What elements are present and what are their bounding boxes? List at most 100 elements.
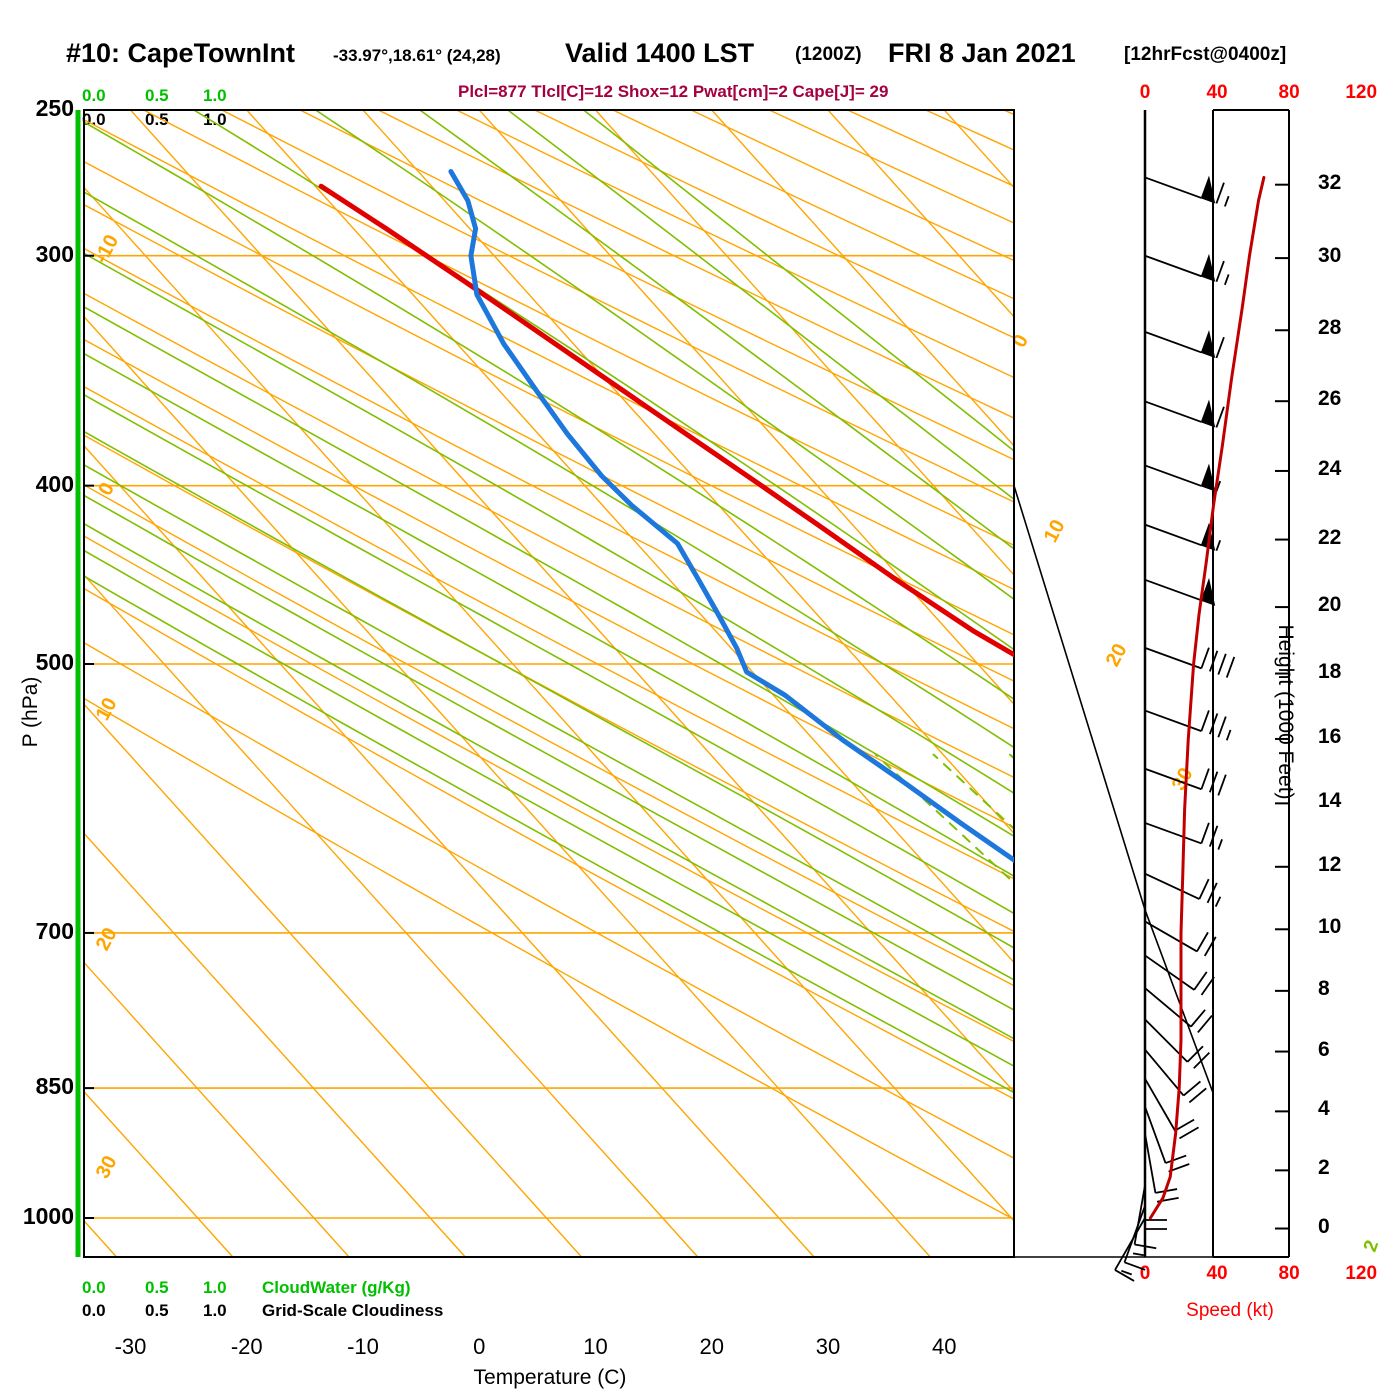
height-tick-label-24: 24 (1318, 456, 1342, 480)
isotherm--10 (362, 110, 1014, 835)
temperature-tick-label-10: 10 (583, 1334, 608, 1359)
isotherm--50 (84, 315, 931, 1257)
mixing-ratio-20 (1238, 755, 1400, 1257)
height-tick-label-14: 14 (1318, 789, 1342, 813)
mixing-ratio-5 (1009, 753, 1014, 760)
dry-adiabat-label-left-30: 30 (92, 1152, 122, 1182)
dry-adiabat--40 (84, 697, 1014, 1221)
dry-adiabat-90 (143, 110, 1014, 547)
moist-adiabat--16 (84, 549, 1014, 1068)
wind-barbs (1114, 175, 1236, 1282)
cloudiness-tick-bot-1: 0.5 (145, 1301, 169, 1320)
temperature-axis-title: Temperature (C) (473, 1366, 627, 1389)
dry-adiabat-40 (84, 292, 1014, 779)
wind-barb (1121, 1205, 1146, 1276)
curve-dewpoint (448, 169, 1014, 864)
wind-barb (1144, 987, 1213, 1034)
isotherm-40 (943, 110, 1014, 189)
isotherm--40 (84, 186, 1014, 1222)
mixing-ratio-12 (1150, 755, 1400, 1257)
height-tick-label-18: 18 (1318, 659, 1342, 683)
wind-barb (1114, 1217, 1146, 1282)
speed-tick-bot-2: 80 (1278, 1263, 1300, 1284)
dry-adiabat-label-right-20: 20 (1102, 640, 1132, 670)
wind-barb (1144, 463, 1222, 492)
isotherm-10 (594, 110, 1014, 577)
dry-adiabat--20 (84, 587, 1014, 1100)
wind-barb (1144, 399, 1225, 428)
isotherm-0 (478, 110, 1014, 706)
moist-adiabat-28 (193, 110, 1014, 651)
height-tick-label-32: 32 (1318, 170, 1342, 194)
pressure-tick-label-300: 300 (35, 240, 74, 267)
temperature-tick-label--10: -10 (347, 1334, 379, 1359)
dry-adiabat-140 (534, 110, 1014, 339)
moist-adiabat-8 (84, 352, 1014, 878)
isotherm-20 (711, 110, 1014, 447)
isotherm--110 (84, 1090, 234, 1257)
dry-adiabat--10 (84, 535, 1014, 1043)
dry-adiabat-label-left-20: 20 (92, 924, 122, 954)
cloudwater-tick-bot-1: 0.5 (145, 1278, 169, 1297)
grid-lines (84, 110, 1400, 1257)
cloudiness-tick-top-1: 0.5 (145, 110, 169, 129)
isotherm--70 (84, 573, 699, 1257)
temperature-tick-label--30: -30 (114, 1334, 147, 1359)
cloudwater-tick-top-2: 1.0 (203, 86, 227, 105)
wind-barb (1144, 647, 1236, 678)
moist-adiabat-40 (507, 110, 1014, 501)
isotherm--100 (84, 961, 350, 1257)
isotherm-50 (1061, 110, 1400, 1257)
dry-adiabat-10 (84, 434, 1014, 933)
height-tick-label-2: 2 (1318, 1156, 1330, 1180)
pressure-tick-label-500: 500 (35, 649, 74, 675)
wind-barb (1144, 175, 1230, 207)
wind-barb (1144, 709, 1232, 741)
dry-adiabat-110 (299, 110, 1014, 461)
isotherm--120 (84, 1219, 118, 1257)
pressure-tick-label-850: 850 (35, 1073, 74, 1100)
valid-date: FRI 8 Jan 2021 (888, 38, 1076, 68)
cloudiness-tick-top-2: 1.0 (203, 110, 227, 129)
wind-barb (1144, 1049, 1207, 1104)
dry-adiabat-70 (84, 160, 1014, 636)
speed-tick-bot-1: 40 (1206, 1263, 1228, 1284)
speed-tick-top-2: 80 (1278, 82, 1300, 103)
valid-time-zulu: (1200Z) (795, 44, 862, 65)
isotherm-30 (827, 110, 1014, 318)
temperature-tick-label-40: 40 (932, 1334, 957, 1359)
temperature-tick-label-30: 30 (815, 1334, 841, 1359)
isotherm--60 (84, 444, 815, 1257)
moist-adiabat-0 (84, 430, 1014, 949)
height-tick-label-28: 28 (1318, 316, 1342, 340)
wind-barb (1144, 577, 1216, 606)
height-tick-label-0: 0 (1318, 1214, 1330, 1238)
curve-temperature (318, 183, 1014, 658)
mixing-ratio-label-2: 2 (1360, 1238, 1383, 1255)
isotherm--80 (84, 703, 583, 1257)
dry-adiabat-0 (84, 484, 1014, 987)
height-tick-label-4: 4 (1318, 1097, 1330, 1121)
speed-tick-top-0: 0 (1139, 82, 1151, 103)
cloudwater-axis-label: CloudWater (g/Kg) (262, 1278, 411, 1297)
dry-adiabat-130 (455, 110, 1014, 379)
wind-panel-outline (1013, 109, 1214, 1258)
dry-adiabat-100 (221, 110, 1014, 503)
wind-barb (1144, 1078, 1200, 1140)
page-title: #10: CapeTownInt (66, 38, 296, 68)
height-tick-label-20: 20 (1318, 593, 1342, 617)
station-coordinates: -33.97°,18.61° (24,28) (333, 46, 501, 65)
dry-adiabat-200 (1003, 110, 1014, 116)
height-tick-label-16: 16 (1318, 724, 1342, 748)
moist-adiabat-12 (84, 305, 1014, 838)
dry-adiabat-180 (846, 110, 1014, 187)
dry-adiabat-label-right-10: 10 (1040, 516, 1070, 546)
pressure-tick-label-1000: 1000 (22, 1203, 74, 1229)
wind-barb (1144, 329, 1225, 359)
moist-adiabat-32 (314, 110, 1014, 601)
dry-adiabat-label-left--10: -10 (90, 231, 123, 267)
cloudwater-tick-bot-0: 0.0 (82, 1278, 106, 1297)
dry-adiabat-80 (84, 118, 1014, 591)
cloudiness-tick-bot-2: 1.0 (203, 1301, 227, 1320)
